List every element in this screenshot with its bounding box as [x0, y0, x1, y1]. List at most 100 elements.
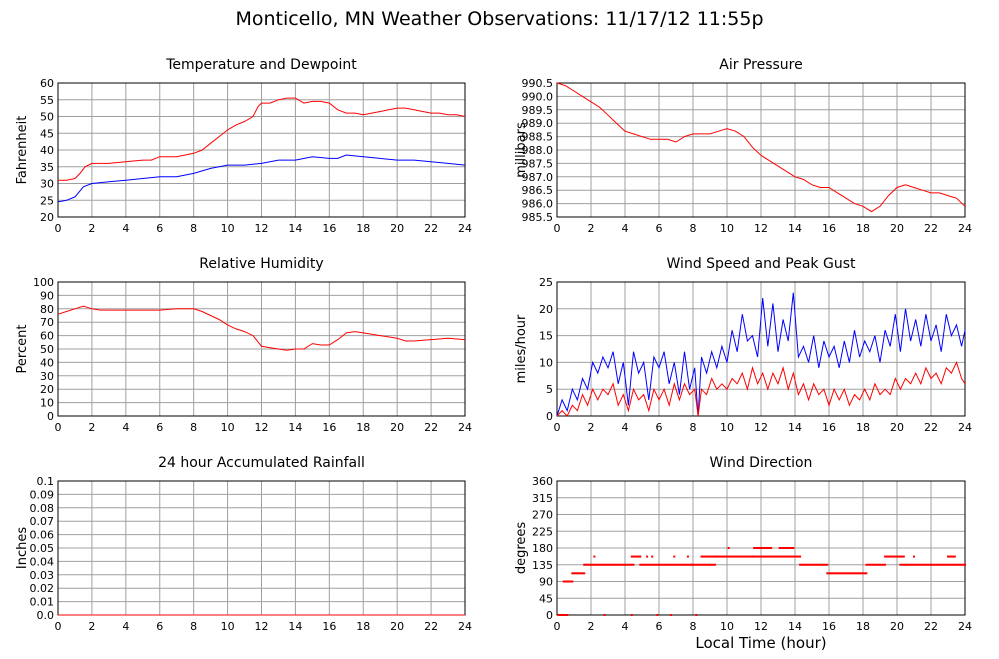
direction-point — [727, 547, 730, 549]
direction-point — [790, 555, 793, 558]
plot-border — [556, 82, 966, 218]
y-tick-label: 100 — [33, 276, 54, 289]
direction-point — [641, 563, 643, 566]
x-tick-label: 16 — [322, 222, 336, 235]
direction-point — [576, 572, 579, 575]
direction-point — [865, 572, 868, 575]
direction-point — [802, 563, 805, 566]
x-tick-label: 10 — [720, 620, 734, 633]
x-tick-label: 6 — [656, 222, 663, 235]
y-tick-label: 70 — [40, 316, 54, 329]
direction-point — [724, 555, 727, 558]
plot-border — [57, 82, 466, 218]
plot-border — [57, 281, 466, 417]
direction-point — [783, 555, 786, 558]
direction-point — [647, 563, 650, 566]
direction-point — [637, 555, 640, 558]
direction-point — [833, 572, 836, 575]
direction-point — [930, 563, 932, 566]
y-tick-label: 225 — [532, 525, 553, 538]
direction-point — [683, 563, 686, 566]
direction-point — [569, 580, 572, 583]
direction-point — [819, 563, 822, 566]
direction-point — [763, 555, 766, 558]
direction-point — [608, 563, 611, 566]
direction-point — [782, 547, 785, 549]
direction-point — [583, 572, 586, 575]
direction-point — [829, 572, 832, 575]
direction-point — [651, 555, 654, 558]
y-tick-label: 0.06 — [30, 529, 55, 542]
direction-point — [612, 563, 615, 566]
series-line-1 — [57, 305, 466, 351]
direction-point — [603, 614, 606, 616]
y-tick-label: 20 — [40, 211, 54, 224]
direction-point — [821, 563, 824, 566]
x-tick-label: 20 — [390, 620, 404, 633]
direction-point — [902, 555, 905, 558]
direction-point — [855, 572, 858, 575]
direction-point — [605, 563, 608, 566]
x-tick-label: 18 — [856, 620, 870, 633]
direction-point — [590, 563, 592, 566]
direction-point — [613, 563, 616, 566]
direction-point — [850, 572, 853, 575]
direction-point — [948, 555, 951, 558]
direction-point — [702, 563, 705, 566]
direction-point — [736, 555, 739, 558]
direction-point — [710, 563, 713, 566]
direction-point — [918, 563, 921, 566]
series-line-1 — [58, 97, 466, 181]
x-tick-label: 12 — [255, 421, 269, 434]
direction-point — [882, 563, 885, 566]
direction-point — [598, 563, 601, 566]
direction-point — [607, 563, 609, 566]
direction-point — [885, 555, 888, 558]
direction-point — [615, 563, 618, 566]
direction-point — [795, 555, 798, 558]
direction-point — [889, 555, 892, 558]
direction-point — [950, 563, 953, 566]
direction-point — [622, 563, 625, 566]
x-tick-label: 14 — [788, 620, 802, 633]
direction-point — [749, 555, 752, 558]
chart-2: 0 2 4 6 8 10 12 14 16 18 20 22 24985.5986.0986.5987.… — [514, 57, 972, 235]
x-tick-label: 0 — [55, 620, 62, 633]
direction-point — [899, 555, 902, 558]
direction-point — [596, 563, 599, 566]
direction-point — [739, 555, 742, 558]
x-tick-label: 22 — [424, 421, 438, 434]
direction-point — [950, 555, 953, 558]
x-tick-label: 14 — [288, 421, 302, 434]
y-tick-label: 40 — [40, 144, 54, 157]
direction-point — [778, 555, 781, 558]
direction-point — [809, 563, 812, 566]
direction-point — [729, 555, 732, 558]
direction-point — [761, 555, 764, 558]
y-tick-label: 45 — [40, 127, 54, 140]
direction-point — [822, 563, 825, 566]
direction-point — [894, 555, 897, 558]
x-tick-label: 16 — [822, 620, 836, 633]
y-tick-label: 30 — [40, 178, 54, 191]
direction-point — [872, 563, 875, 566]
direction-point — [899, 563, 902, 566]
direction-point — [743, 555, 745, 558]
x-tick-label: 0 — [554, 620, 561, 633]
y-tick-label: 30 — [40, 370, 54, 383]
direction-point — [567, 580, 570, 583]
direction-point — [940, 563, 943, 566]
direction-point — [948, 563, 951, 566]
x-tick-label: 16 — [822, 222, 836, 235]
direction-point — [896, 555, 898, 558]
direction-point — [783, 547, 786, 549]
x-tick-label: 2 — [88, 222, 95, 235]
direction-point — [663, 563, 666, 566]
direction-point — [707, 555, 710, 558]
page-title: Monticello, MN Weather Observations: 11/… — [235, 8, 764, 30]
x-tick-label: 0 — [554, 421, 561, 434]
direction-point — [947, 555, 949, 558]
direction-point — [618, 563, 621, 566]
